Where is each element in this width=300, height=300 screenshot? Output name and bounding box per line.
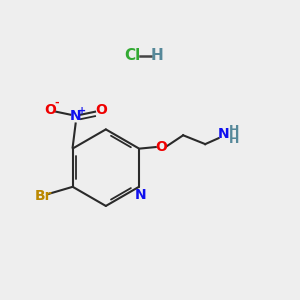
Text: Cl: Cl xyxy=(124,48,140,63)
Text: N: N xyxy=(70,109,81,123)
Text: O: O xyxy=(44,103,56,117)
Text: O: O xyxy=(155,140,167,154)
Text: H: H xyxy=(229,124,239,137)
Text: H: H xyxy=(151,48,164,63)
Text: O: O xyxy=(96,103,107,117)
Text: -: - xyxy=(54,98,59,108)
Text: N: N xyxy=(135,188,146,202)
Text: Br: Br xyxy=(34,189,52,202)
Text: H: H xyxy=(229,133,239,146)
Text: +: + xyxy=(78,106,86,116)
Text: N: N xyxy=(218,128,229,141)
